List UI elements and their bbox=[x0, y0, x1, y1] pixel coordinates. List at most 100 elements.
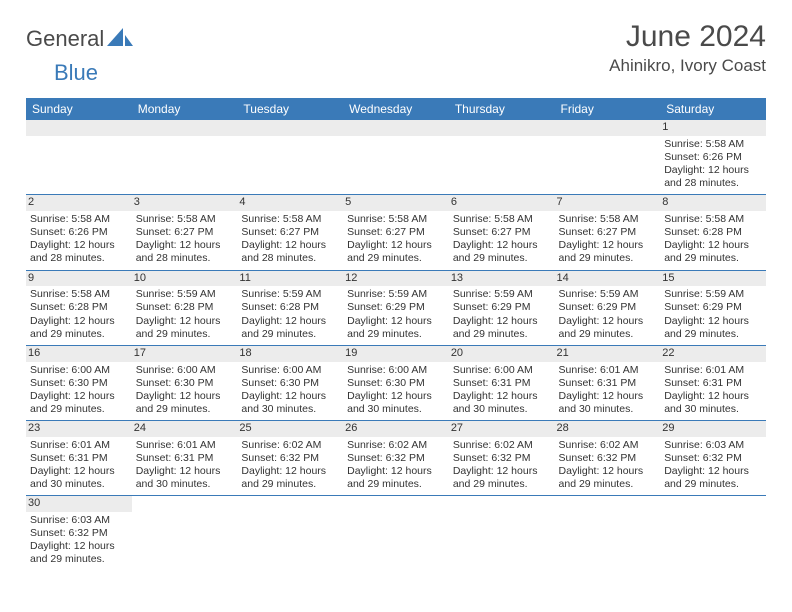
calendar-day-cell: 13Sunrise: 5:59 AMSunset: 6:29 PMDayligh… bbox=[449, 270, 555, 345]
sunrise-line: Sunrise: 5:59 AM bbox=[241, 288, 339, 301]
daylight-line: Daylight: 12 hours and 29 minutes. bbox=[30, 390, 128, 416]
calendar-day-cell: 25Sunrise: 6:02 AMSunset: 6:32 PMDayligh… bbox=[237, 421, 343, 496]
calendar-week-row: 9Sunrise: 5:58 AMSunset: 6:28 PMDaylight… bbox=[26, 270, 766, 345]
day-number: 24 bbox=[132, 421, 238, 437]
sunset-line: Sunset: 6:29 PM bbox=[664, 301, 762, 314]
weekday-header: Thursday bbox=[449, 98, 555, 120]
calendar-day-cell bbox=[237, 496, 343, 571]
calendar-day-cell: 1Sunrise: 5:58 AMSunset: 6:26 PMDaylight… bbox=[660, 120, 766, 195]
daylight-line: Daylight: 12 hours and 29 minutes. bbox=[664, 315, 762, 341]
sunrise-line: Sunrise: 5:58 AM bbox=[664, 213, 762, 226]
day-number-empty bbox=[449, 120, 555, 136]
sunrise-line: Sunrise: 5:59 AM bbox=[664, 288, 762, 301]
day-number: 13 bbox=[449, 271, 555, 287]
daylight-line: Daylight: 12 hours and 30 minutes. bbox=[241, 390, 339, 416]
sunrise-line: Sunrise: 5:59 AM bbox=[559, 288, 657, 301]
calendar-day-cell bbox=[343, 120, 449, 195]
day-number: 10 bbox=[132, 271, 238, 287]
sunset-line: Sunset: 6:30 PM bbox=[30, 377, 128, 390]
calendar-day-cell bbox=[555, 496, 661, 571]
calendar-day-cell: 17Sunrise: 6:00 AMSunset: 6:30 PMDayligh… bbox=[132, 345, 238, 420]
calendar-day-cell: 14Sunrise: 5:59 AMSunset: 6:29 PMDayligh… bbox=[555, 270, 661, 345]
sunrise-line: Sunrise: 6:02 AM bbox=[453, 439, 551, 452]
sunset-line: Sunset: 6:27 PM bbox=[559, 226, 657, 239]
sunrise-line: Sunrise: 6:02 AM bbox=[241, 439, 339, 452]
weekday-header: Saturday bbox=[660, 98, 766, 120]
page-title: June 2024 bbox=[609, 20, 766, 54]
calendar-day-cell: 9Sunrise: 5:58 AMSunset: 6:28 PMDaylight… bbox=[26, 270, 132, 345]
daylight-line: Daylight: 12 hours and 29 minutes. bbox=[664, 465, 762, 491]
day-number: 18 bbox=[237, 346, 343, 362]
sunrise-line: Sunrise: 5:58 AM bbox=[136, 213, 234, 226]
calendar-day-cell: 15Sunrise: 5:59 AMSunset: 6:29 PMDayligh… bbox=[660, 270, 766, 345]
sunrise-line: Sunrise: 5:58 AM bbox=[347, 213, 445, 226]
daylight-line: Daylight: 12 hours and 29 minutes. bbox=[241, 465, 339, 491]
daylight-line: Daylight: 12 hours and 29 minutes. bbox=[30, 540, 128, 566]
sunrise-line: Sunrise: 5:58 AM bbox=[453, 213, 551, 226]
sunrise-line: Sunrise: 6:01 AM bbox=[30, 439, 128, 452]
sunset-line: Sunset: 6:27 PM bbox=[347, 226, 445, 239]
daylight-line: Daylight: 12 hours and 29 minutes. bbox=[453, 239, 551, 265]
calendar-day-cell: 18Sunrise: 6:00 AMSunset: 6:30 PMDayligh… bbox=[237, 345, 343, 420]
calendar-day-cell bbox=[660, 496, 766, 571]
calendar-day-cell: 23Sunrise: 6:01 AMSunset: 6:31 PMDayligh… bbox=[26, 421, 132, 496]
calendar-day-cell bbox=[132, 120, 238, 195]
sunrise-line: Sunrise: 6:03 AM bbox=[30, 514, 128, 527]
sunset-line: Sunset: 6:29 PM bbox=[453, 301, 551, 314]
daylight-line: Daylight: 12 hours and 29 minutes. bbox=[347, 465, 445, 491]
day-number: 15 bbox=[660, 271, 766, 287]
calendar-day-cell: 27Sunrise: 6:02 AMSunset: 6:32 PMDayligh… bbox=[449, 421, 555, 496]
calendar-day-cell: 29 Sunrise: 6:03 AMSunset: 6:32 PMDayligh… bbox=[660, 421, 766, 496]
sunrise-line: Sunrise: 6:03 AM bbox=[664, 439, 762, 452]
day-number: 6 bbox=[449, 195, 555, 211]
sunset-line: Sunset: 6:32 PM bbox=[241, 452, 339, 465]
sunset-line: Sunset: 6:29 PM bbox=[559, 301, 657, 314]
calendar-body: 1Sunrise: 5:58 AMSunset: 6:26 PMDaylight… bbox=[26, 120, 766, 571]
daylight-line: Daylight: 12 hours and 30 minutes. bbox=[136, 465, 234, 491]
sunset-line: Sunset: 6:32 PM bbox=[30, 527, 128, 540]
sunrise-line: Sunrise: 6:01 AM bbox=[136, 439, 234, 452]
calendar-day-cell: 30 Sunrise: 6:03 AMSunset: 6:32 PMDayligh… bbox=[26, 496, 132, 571]
sunrise-line: Sunrise: 6:00 AM bbox=[347, 364, 445, 377]
day-number: 9 bbox=[26, 271, 132, 287]
day-number-empty bbox=[237, 120, 343, 136]
day-number: 17 bbox=[132, 346, 238, 362]
day-number-empty bbox=[555, 120, 661, 136]
calendar-day-cell bbox=[555, 120, 661, 195]
sunrise-line: Sunrise: 5:59 AM bbox=[136, 288, 234, 301]
calendar-day-cell: 4Sunrise: 5:58 AMSunset: 6:27 PMDaylight… bbox=[237, 195, 343, 270]
day-number: 7 bbox=[555, 195, 661, 211]
logo: General bbox=[26, 26, 133, 52]
sunrise-line: Sunrise: 5:58 AM bbox=[664, 138, 762, 151]
daylight-line: Daylight: 12 hours and 29 minutes. bbox=[241, 315, 339, 341]
calendar-day-cell: 8Sunrise: 5:58 AMSunset: 6:28 PMDaylight… bbox=[660, 195, 766, 270]
sunset-line: Sunset: 6:30 PM bbox=[136, 377, 234, 390]
sunset-line: Sunset: 6:27 PM bbox=[136, 226, 234, 239]
daylight-line: Daylight: 12 hours and 29 minutes. bbox=[559, 239, 657, 265]
sunset-line: Sunset: 6:30 PM bbox=[241, 377, 339, 390]
day-number: 16 bbox=[26, 346, 132, 362]
calendar-day-cell: 24 Sunrise: 6:01 AMSunset: 6:31 PMDayligh… bbox=[132, 421, 238, 496]
daylight-line: Daylight: 12 hours and 29 minutes. bbox=[559, 465, 657, 491]
sunset-line: Sunset: 6:31 PM bbox=[136, 452, 234, 465]
calendar-day-cell: 22Sunrise: 6:01 AMSunset: 6:31 PMDayligh… bbox=[660, 345, 766, 420]
calendar-week-row: 2Sunrise: 5:58 AMSunset: 6:26 PMDaylight… bbox=[26, 195, 766, 270]
calendar-week-row: 16Sunrise: 6:00 AMSunset: 6:30 PMDayligh… bbox=[26, 345, 766, 420]
sunset-line: Sunset: 6:26 PM bbox=[664, 151, 762, 164]
day-number: 29 bbox=[660, 421, 766, 437]
sunrise-line: Sunrise: 5:58 AM bbox=[241, 213, 339, 226]
weekday-header: Tuesday bbox=[237, 98, 343, 120]
sunset-line: Sunset: 6:28 PM bbox=[30, 301, 128, 314]
calendar-day-cell bbox=[449, 120, 555, 195]
daylight-line: Daylight: 12 hours and 28 minutes. bbox=[241, 239, 339, 265]
day-number: 11 bbox=[237, 271, 343, 287]
daylight-line: Daylight: 12 hours and 30 minutes. bbox=[664, 390, 762, 416]
weekday-header: Wednesday bbox=[343, 98, 449, 120]
location-subtitle: Ahinikro, Ivory Coast bbox=[609, 56, 766, 76]
day-number: 30 bbox=[26, 496, 132, 512]
sunset-line: Sunset: 6:32 PM bbox=[664, 452, 762, 465]
day-number: 27 bbox=[449, 421, 555, 437]
day-number: 5 bbox=[343, 195, 449, 211]
day-number: 3 bbox=[132, 195, 238, 211]
calendar-day-cell: 19Sunrise: 6:00 AMSunset: 6:30 PMDayligh… bbox=[343, 345, 449, 420]
